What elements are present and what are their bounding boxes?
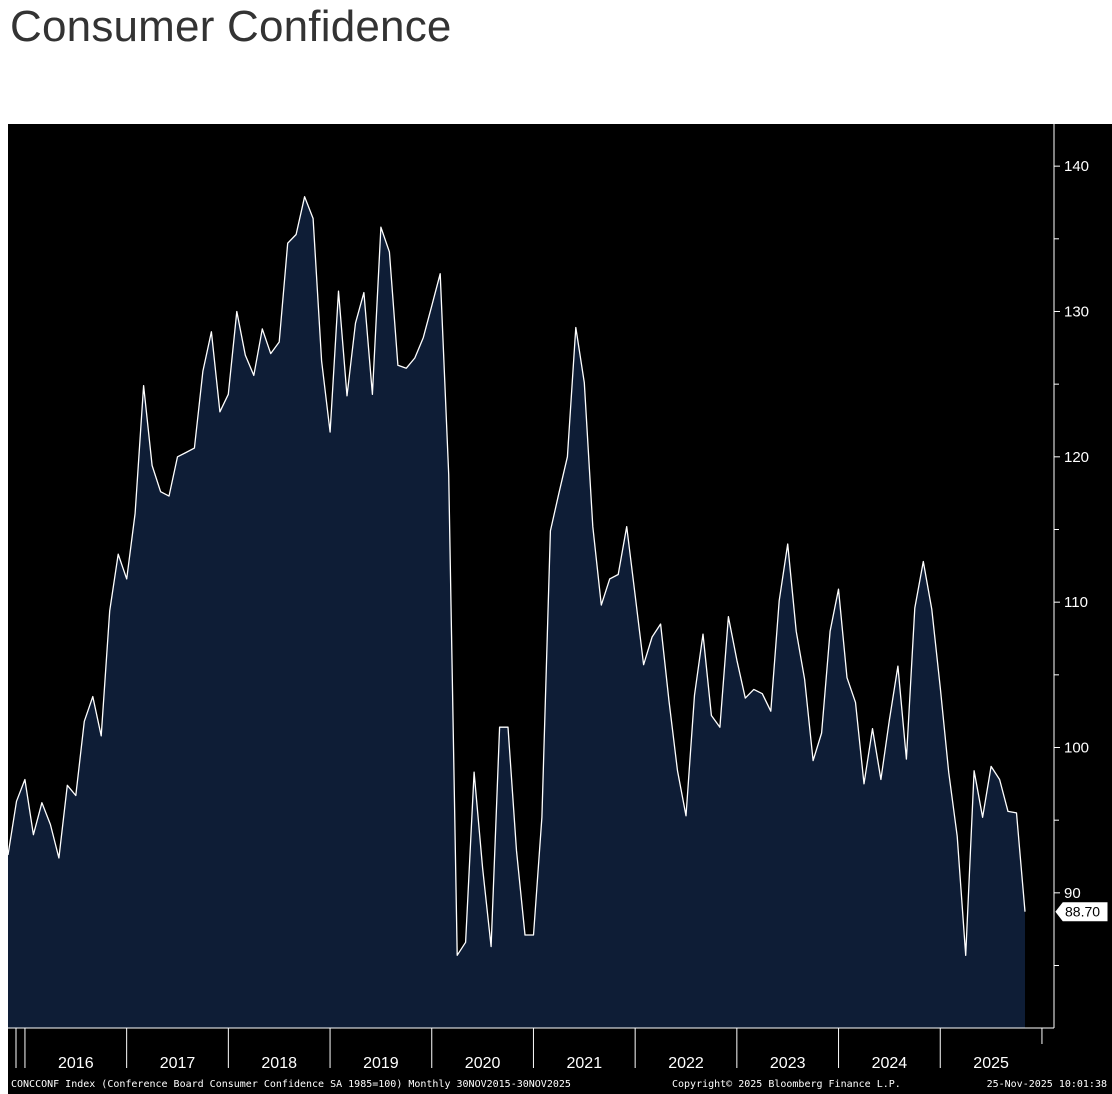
footer-timestamp: 25-Nov-2025 10:01:38 bbox=[987, 1079, 1107, 1090]
x-year-label: 2018 bbox=[261, 1055, 297, 1072]
y-tick-label: 120 bbox=[1064, 449, 1089, 466]
y-tick-label: 100 bbox=[1064, 739, 1089, 756]
y-tick-label: 140 bbox=[1064, 158, 1089, 175]
area-fill bbox=[8, 196, 1025, 1028]
plot-area bbox=[8, 196, 1026, 1028]
chart-panel: 90 100 110 120 130 140 88.70 2016 2017 2018 2019 2… bbox=[8, 124, 1112, 1094]
y-tick-label: 110 bbox=[1064, 594, 1088, 611]
x-year-label: 2023 bbox=[770, 1055, 806, 1072]
x-year-label: 2024 bbox=[872, 1055, 908, 1072]
y-tick-label: 90 bbox=[1064, 885, 1081, 902]
footer-copyright: Copyright© 2025 Bloomberg Finance L.P. bbox=[672, 1079, 901, 1090]
x-year-label: 2016 bbox=[58, 1055, 94, 1072]
last-value-marker bbox=[1055, 902, 1108, 922]
x-axis: 2016 2017 2018 2019 2020 2021 2022 2023 2024 2025 bbox=[8, 1027, 1054, 1072]
x-year-label: 2025 bbox=[973, 1055, 1009, 1072]
y-tick-label: 130 bbox=[1064, 303, 1089, 320]
x-year-label: 2021 bbox=[567, 1055, 603, 1072]
chart-footer: CONCCONF Index (Conference Board Consume… bbox=[11, 1079, 1107, 1090]
x-year-label: 2022 bbox=[668, 1055, 704, 1072]
x-year-label: 2020 bbox=[465, 1055, 501, 1072]
page-title: Consumer Confidence bbox=[10, 2, 452, 51]
last-value-label: 88.70 bbox=[1065, 904, 1100, 920]
footer-series-description: CONCCONF Index (Conference Board Consume… bbox=[11, 1079, 571, 1090]
series-line bbox=[8, 196, 1026, 956]
x-year-label: 2019 bbox=[363, 1055, 399, 1072]
y-axis: 90 100 110 120 130 140 88.70 bbox=[1053, 124, 1108, 1028]
x-year-label: 2017 bbox=[160, 1055, 196, 1072]
